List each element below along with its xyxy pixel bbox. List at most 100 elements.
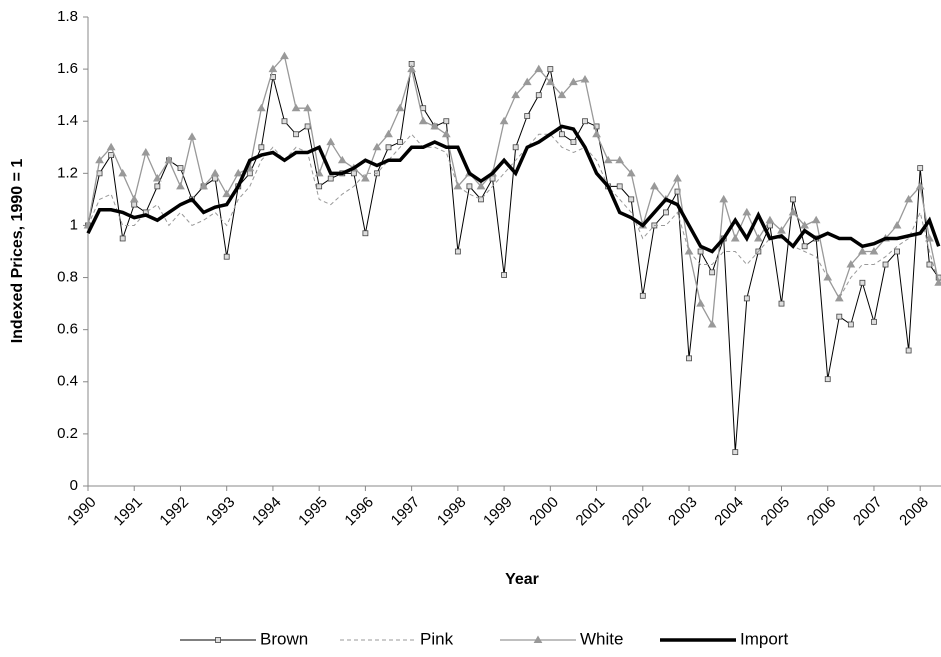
- point-marker: [106, 142, 116, 151]
- point-marker: [95, 155, 104, 164]
- point-marker: [730, 233, 740, 242]
- point-marker: [304, 123, 311, 130]
- point-marker: [801, 243, 808, 250]
- x-tick-label: 1994: [249, 494, 285, 530]
- point-marker: [395, 103, 405, 112]
- point-marker: [512, 144, 519, 151]
- point-marker: [361, 174, 370, 182]
- point-marker: [443, 118, 450, 125]
- y-tick-label: 1.6: [57, 60, 78, 77]
- point-marker: [501, 272, 507, 278]
- point-marker: [326, 137, 336, 146]
- point-marker: [882, 261, 889, 268]
- legend-marker: [215, 637, 221, 643]
- point-marker: [397, 139, 403, 145]
- point-marker: [754, 233, 763, 242]
- point-marker: [499, 116, 509, 125]
- x-tick-label: 2007: [850, 494, 886, 530]
- point-marker: [430, 121, 440, 130]
- point-marker: [246, 170, 253, 177]
- point-marker: [582, 118, 588, 125]
- y-tick-label: 1.4: [57, 112, 78, 129]
- y-tick-label: 0: [70, 477, 78, 494]
- point-marker: [934, 278, 941, 286]
- point-marker: [223, 253, 230, 260]
- point-marker: [210, 168, 220, 177]
- point-marker: [915, 181, 925, 190]
- legend-item: Brown: [180, 629, 308, 648]
- point-marker: [420, 105, 427, 112]
- point-marker: [522, 77, 532, 86]
- point-marker: [337, 155, 347, 164]
- point-marker: [824, 376, 831, 383]
- point-marker: [547, 66, 554, 73]
- y-tick-label: 1.8: [57, 8, 78, 25]
- point-marker: [925, 233, 934, 242]
- x-tick-label: 1991: [110, 494, 146, 530]
- point-marker: [697, 248, 704, 255]
- point-marker: [466, 183, 473, 190]
- x-tick-label: 2001: [573, 494, 609, 530]
- point-marker: [905, 347, 912, 354]
- point-marker: [847, 321, 854, 328]
- point-marker: [788, 207, 798, 216]
- point-marker: [894, 248, 900, 255]
- y-tick-label: 0.2: [57, 425, 78, 442]
- x-tick-label: 1993: [203, 494, 239, 530]
- point-marker: [258, 144, 265, 151]
- point-marker: [385, 144, 392, 151]
- point-marker: [454, 248, 461, 255]
- point-marker: [686, 355, 692, 362]
- point-marker: [372, 142, 382, 151]
- point-marker: [418, 116, 428, 125]
- point-marker: [742, 207, 752, 216]
- legend-item: Import: [660, 629, 788, 648]
- y-tick-label: 1.2: [57, 164, 78, 181]
- x-tick-label: 1997: [388, 494, 424, 530]
- point-marker: [684, 247, 694, 255]
- x-tick-label: 2006: [804, 494, 840, 530]
- point-marker: [545, 77, 555, 86]
- point-marker: [743, 295, 750, 302]
- point-marker: [626, 168, 636, 177]
- series-line: [87, 133, 940, 300]
- point-marker: [524, 113, 531, 119]
- x-tick-label: 2005: [758, 494, 794, 530]
- point-marker: [836, 313, 843, 320]
- point-marker: [407, 64, 417, 73]
- point-marker: [834, 293, 844, 302]
- point-marker: [268, 64, 278, 73]
- y-axis-title: Indexed Prices, 1990 = 1: [9, 159, 26, 344]
- point-marker: [592, 129, 601, 138]
- point-marker: [869, 247, 879, 255]
- x-tick-label: 1998: [434, 494, 470, 530]
- legend-marker: [533, 635, 543, 643]
- point-marker: [164, 155, 174, 164]
- point-marker: [569, 77, 578, 86]
- legend-label: White: [580, 629, 623, 648]
- point-marker: [233, 168, 243, 177]
- point-marker: [176, 181, 185, 190]
- x-tick-label: 2004: [711, 494, 747, 530]
- x-tick-label: 1990: [64, 494, 100, 530]
- x-tick-label: 1996: [341, 494, 377, 530]
- point-marker: [303, 103, 312, 112]
- point-marker: [778, 300, 785, 307]
- point-marker: [570, 139, 577, 145]
- y-tick-label: 0.6: [57, 321, 78, 338]
- point-marker: [904, 194, 914, 203]
- point-marker: [291, 103, 301, 112]
- point-marker: [327, 175, 334, 182]
- point-marker: [316, 183, 323, 190]
- point-marker: [293, 131, 299, 138]
- point-marker: [534, 64, 544, 73]
- point-marker: [177, 165, 184, 172]
- point-marker: [696, 299, 705, 307]
- point-marker: [257, 103, 266, 112]
- point-marker: [511, 90, 521, 99]
- point-marker: [871, 318, 877, 325]
- point-marker: [187, 132, 197, 140]
- point-marker: [616, 183, 623, 190]
- point-marker: [790, 196, 796, 203]
- point-marker: [673, 174, 682, 182]
